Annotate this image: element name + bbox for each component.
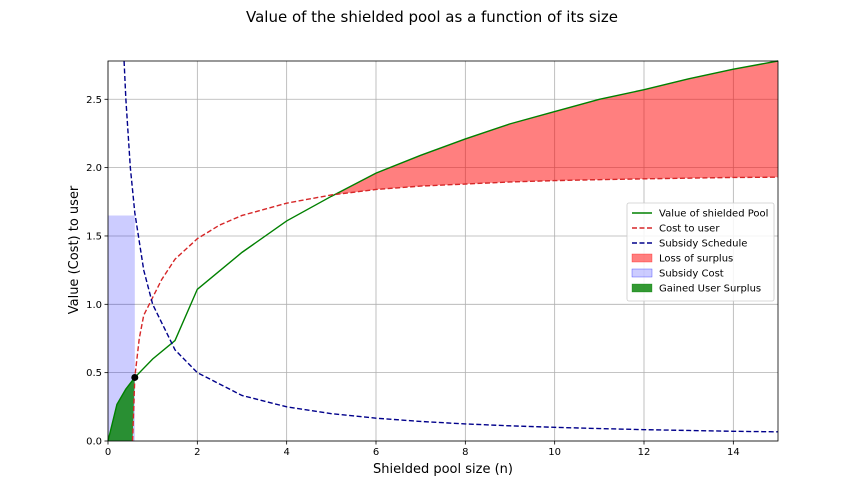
x-ticks: 0 2 4 6 8 10 12 14 (105, 441, 740, 458)
legend-label: Gained User Surplus (659, 284, 761, 295)
y-axis-label: Value (Cost) to user (67, 185, 82, 314)
legend-frame (626, 202, 775, 302)
intersection-point (131, 373, 139, 381)
x-axis-label: Shielded pool size (n) (373, 462, 513, 477)
legend-label: Loss of surplus (659, 254, 733, 265)
x-tick-label: 14 (727, 447, 740, 458)
y-ticks: 0.0 0.5 1.0 1.5 2.0 2.5 (86, 95, 108, 448)
series-cost-to-user (131, 176, 779, 442)
area-gained-user-surplus (108, 377, 135, 441)
legend-label: Value of shielded Pool (659, 209, 768, 220)
annotation-points (131, 373, 139, 381)
chart-title: Value of the shielded pool as a function… (246, 8, 618, 26)
x-tick-label: 2 (194, 447, 200, 458)
legend-patch-swatch (631, 253, 653, 263)
area-subsidy-cost (108, 215, 135, 441)
x-tick-label: 6 (373, 447, 379, 458)
y-tick-label: 1.0 (86, 300, 102, 311)
legend-label: Cost to user (659, 224, 720, 235)
legend-label: Subsidy Cost (659, 269, 724, 280)
legend-patch-swatch (631, 268, 653, 278)
y-tick-label: 2.5 (86, 95, 102, 106)
x-tick-label: 12 (638, 447, 651, 458)
y-tick-label: 2.0 (86, 163, 102, 174)
y-tick-label: 0.0 (86, 437, 102, 448)
legend-patch-swatch (631, 283, 653, 293)
area-loss-of-surplus (331, 61, 778, 197)
x-tick-label: 8 (462, 447, 468, 458)
y-tick-label: 0.5 (86, 368, 102, 379)
series-value-of-shielded-pool (107, 60, 779, 442)
x-tick-label: 0 (105, 447, 111, 458)
x-tick-label: 4 (283, 447, 289, 458)
x-tick-label: 10 (548, 447, 561, 458)
series-subsidy-schedule (123, 60, 779, 433)
areas (108, 61, 778, 441)
legend-label: Subsidy Schedule (659, 239, 747, 250)
plot-frame (107, 60, 779, 442)
legend: Value of shielded Pool Cost to user Subsid… (626, 202, 775, 302)
series-lines (107, 60, 779, 442)
y-tick-label: 1.5 (86, 231, 102, 242)
